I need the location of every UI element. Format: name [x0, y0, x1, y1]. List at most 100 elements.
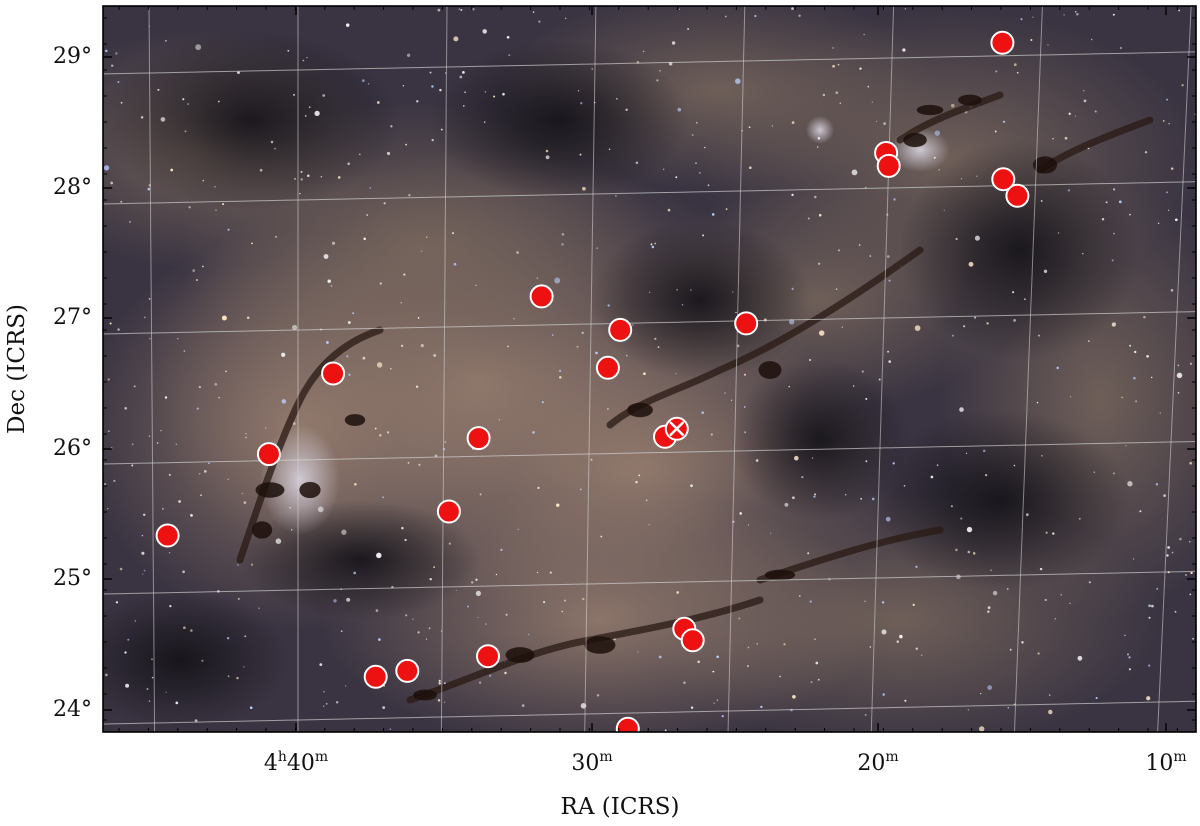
ra-grid-line	[870, 6, 895, 732]
star	[1044, 598, 1047, 602]
star	[697, 660, 701, 664]
source-marker[interactable]	[608, 317, 633, 342]
source-marker[interactable]	[256, 442, 281, 467]
star	[270, 140, 274, 144]
star	[1087, 340, 1090, 342]
star	[582, 186, 586, 191]
star	[460, 8, 463, 12]
source-marker[interactable]	[529, 284, 554, 309]
source-marker[interactable]	[436, 499, 461, 524]
star	[1146, 696, 1151, 701]
source-marker[interactable]	[991, 167, 1016, 192]
star	[378, 638, 381, 641]
star	[319, 663, 323, 666]
source-marker[interactable]	[466, 426, 491, 451]
dust-clump	[758, 361, 782, 379]
star	[415, 385, 419, 388]
star	[658, 655, 662, 659]
star	[103, 482, 107, 486]
star	[746, 665, 749, 668]
star	[1048, 709, 1053, 715]
star	[346, 355, 349, 358]
star	[716, 699, 719, 701]
star	[851, 169, 858, 176]
star	[196, 407, 199, 410]
star	[379, 434, 382, 437]
star	[960, 178, 963, 180]
star	[899, 634, 903, 639]
star	[105, 49, 108, 53]
star	[1113, 232, 1115, 235]
star	[635, 161, 639, 165]
star	[1083, 99, 1087, 103]
source-marker[interactable]	[680, 628, 705, 653]
star	[893, 198, 896, 201]
star	[160, 117, 166, 122]
star	[982, 449, 986, 453]
star	[389, 367, 392, 370]
star	[739, 512, 742, 515]
star	[818, 213, 822, 217]
star	[347, 162, 350, 165]
star	[807, 217, 810, 220]
star	[871, 101, 874, 103]
source-marker[interactable]	[476, 644, 500, 669]
source-marker[interactable]	[1005, 183, 1030, 208]
star	[811, 457, 814, 459]
star	[376, 552, 382, 559]
star	[1038, 334, 1040, 337]
star	[151, 658, 153, 661]
star	[133, 385, 136, 388]
star	[779, 675, 781, 678]
star	[443, 701, 446, 703]
star	[967, 550, 971, 554]
star	[348, 373, 351, 376]
source-marker[interactable]	[155, 523, 180, 548]
source-marker[interactable]	[363, 664, 388, 689]
star	[869, 255, 872, 257]
star	[165, 691, 167, 693]
source-marker[interactable]	[876, 153, 901, 178]
source-marker[interactable]	[990, 30, 1015, 55]
star	[1151, 604, 1154, 608]
source-marker[interactable]	[615, 716, 640, 740]
star	[801, 476, 804, 479]
star	[458, 8, 461, 10]
star	[302, 59, 305, 62]
star	[716, 655, 720, 659]
star	[237, 71, 240, 74]
star	[1189, 362, 1193, 365]
star	[345, 23, 350, 27]
y-axis-title: Dec (ICRS)	[4, 304, 30, 434]
star	[225, 370, 227, 373]
star	[735, 311, 737, 314]
star	[1129, 344, 1132, 347]
star	[702, 234, 705, 237]
source-marker[interactable]	[595, 355, 620, 380]
star	[157, 88, 160, 91]
star	[1083, 90, 1085, 92]
source-marker[interactable]	[734, 311, 759, 336]
star	[245, 432, 247, 435]
star	[649, 291, 651, 294]
star	[987, 610, 990, 613]
source-marker-cross[interactable]	[664, 416, 689, 441]
star	[635, 480, 638, 484]
star	[852, 385, 855, 387]
source-marker[interactable]	[321, 361, 346, 386]
star	[690, 289, 692, 291]
source-marker[interactable]	[395, 658, 420, 683]
star	[959, 407, 964, 412]
star	[816, 146, 819, 148]
star	[227, 478, 229, 481]
star	[955, 548, 958, 552]
star	[791, 287, 794, 291]
star	[202, 179, 205, 182]
star	[517, 528, 519, 531]
star	[952, 334, 954, 337]
dust-clump	[251, 521, 273, 539]
dust-lane	[606, 246, 924, 429]
star	[732, 291, 734, 293]
star	[980, 692, 982, 695]
star	[809, 358, 812, 362]
